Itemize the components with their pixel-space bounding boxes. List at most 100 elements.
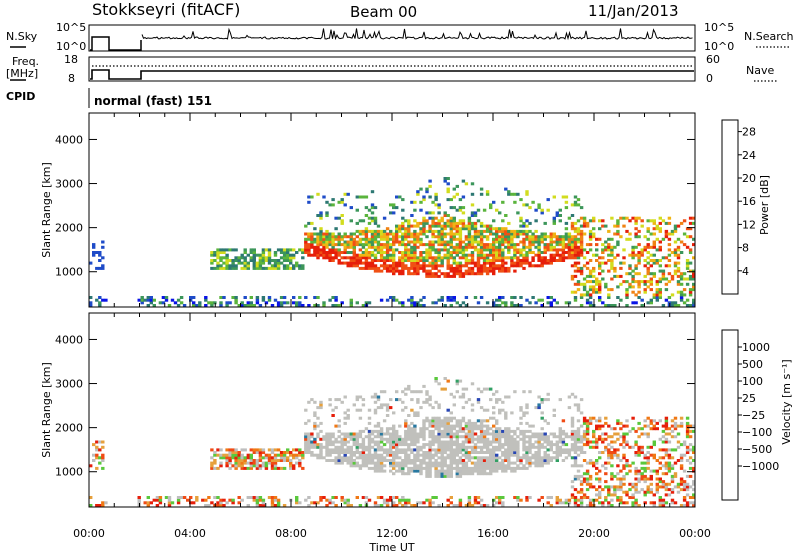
range-cell	[573, 498, 578, 502]
range-cell	[676, 459, 681, 462]
range-cell	[340, 214, 344, 217]
range-cell	[404, 387, 408, 391]
range-cell	[164, 496, 169, 499]
range-cell	[449, 227, 453, 231]
range-cell	[422, 243, 426, 247]
range-cell	[655, 288, 659, 292]
range-cell	[570, 416, 575, 420]
range-cell	[407, 384, 411, 388]
range-cell	[601, 269, 605, 273]
range-cell	[216, 261, 220, 265]
range-cell	[458, 395, 463, 399]
range-cell	[507, 445, 511, 449]
range-cell	[428, 453, 432, 457]
range-cell	[392, 211, 396, 215]
range-cell	[507, 266, 511, 270]
range-cell	[382, 232, 387, 236]
range-cell	[479, 432, 484, 436]
range-cell	[446, 469, 450, 473]
range-cell	[267, 259, 272, 262]
range-cell	[276, 466, 281, 470]
range-cell	[225, 259, 229, 262]
range-cell	[346, 445, 350, 449]
range-cell	[482, 451, 487, 454]
range-cell	[98, 440, 102, 444]
range-cell	[646, 461, 650, 465]
range-cell	[101, 466, 105, 470]
range-cell	[455, 301, 459, 305]
range-cell	[640, 298, 644, 302]
range-cell	[225, 456, 229, 460]
range-cell	[622, 482, 626, 486]
range-cell	[464, 472, 469, 476]
range-cell	[585, 427, 590, 431]
range-cell	[258, 464, 263, 468]
range-cell	[582, 443, 587, 447]
range-cell	[458, 198, 463, 202]
range-cell	[364, 240, 369, 244]
range-cell	[249, 296, 253, 299]
range-cell	[461, 248, 466, 252]
range-cell	[164, 298, 169, 302]
range-cell	[479, 424, 484, 428]
range-cell	[449, 253, 453, 257]
nsky-tick-bottom: 10^0	[56, 40, 86, 53]
range-cell	[510, 429, 514, 433]
range-cell	[449, 472, 453, 476]
range-cell	[328, 443, 332, 447]
range-cell	[276, 304, 281, 307]
range-cell	[255, 301, 260, 305]
range-cell	[652, 243, 656, 247]
range-cell	[407, 443, 411, 447]
range-cell	[392, 206, 396, 210]
range-cell	[585, 469, 590, 473]
range-cell	[328, 240, 332, 244]
range-cell	[370, 445, 375, 449]
range-cell	[434, 453, 438, 457]
range-cell	[464, 437, 469, 441]
range-cell	[498, 269, 502, 273]
range-cell	[467, 224, 472, 228]
range-cell	[413, 411, 417, 415]
range-cell	[607, 424, 611, 428]
range-cell	[443, 429, 447, 433]
range-cell	[92, 453, 96, 457]
range-cell	[458, 208, 463, 212]
range-cell	[310, 432, 314, 436]
range-cell	[440, 424, 444, 428]
range-cell	[598, 490, 602, 494]
range-cell	[540, 264, 544, 268]
range-cell	[495, 208, 499, 212]
range-cell	[346, 408, 350, 412]
range-cell	[461, 440, 466, 444]
range-cell	[395, 240, 399, 244]
range-cell	[258, 256, 263, 260]
range-cell	[167, 496, 172, 499]
range-cell	[573, 459, 578, 462]
range-cell	[522, 448, 526, 452]
range-cell	[252, 498, 256, 502]
range-cell	[455, 453, 459, 457]
range-cell	[592, 253, 596, 257]
range-cell	[428, 253, 432, 257]
range-cell	[549, 301, 553, 305]
range-cell	[628, 219, 632, 223]
range-cell	[585, 424, 590, 428]
range-cell	[379, 259, 384, 262]
range-cell	[637, 280, 641, 284]
range-cell	[434, 464, 438, 468]
range-cell	[540, 304, 544, 307]
range-cell	[570, 448, 575, 452]
range-cell	[449, 256, 453, 260]
range-cell	[540, 456, 544, 460]
range-cell	[464, 259, 469, 262]
range-cell	[543, 437, 547, 441]
range-cell	[625, 272, 629, 276]
range-cell	[498, 445, 502, 449]
range-cell	[446, 264, 450, 268]
range-cell	[422, 259, 426, 262]
range-cell	[401, 400, 405, 404]
range-cell	[504, 411, 508, 415]
range-cell	[298, 248, 302, 252]
range-cell	[473, 498, 478, 502]
